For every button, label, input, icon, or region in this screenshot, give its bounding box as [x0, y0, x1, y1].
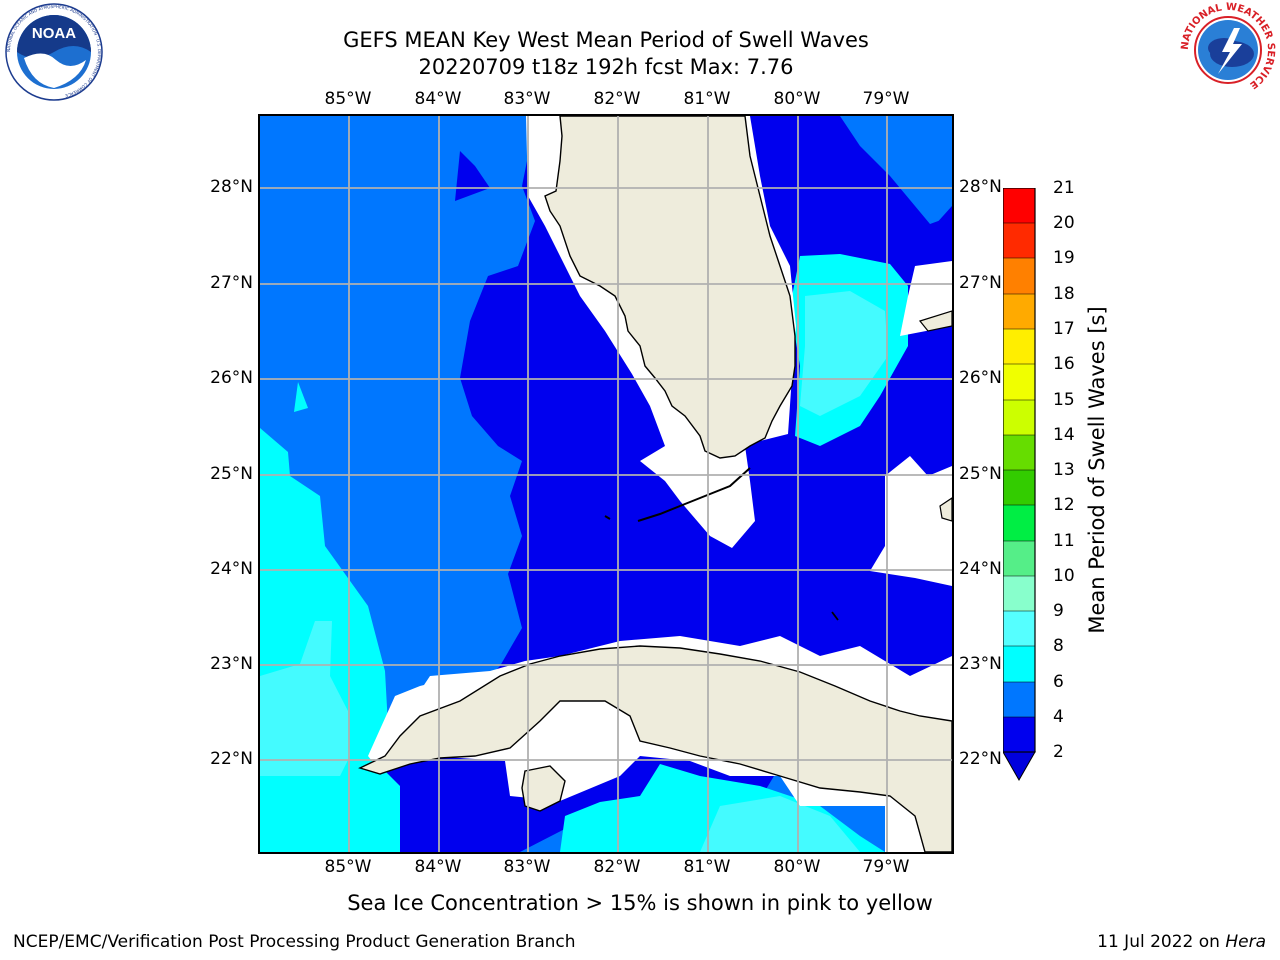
lat-label-left: 23°N [210, 654, 253, 674]
colorbar-swatch [1003, 329, 1035, 365]
nws-logo: NATIONAL WEATHER SERVICE [1180, 2, 1276, 96]
colorbar-tick-label: 21 [1053, 178, 1075, 198]
lon-label-top: 79°W [862, 89, 910, 109]
bahamas-land [918, 310, 952, 332]
lon-label-bottom: 84°W [414, 857, 462, 877]
lat-label-left: 24°N [210, 559, 253, 579]
colorbar-swatch [1003, 505, 1035, 542]
chart-title: GEFS MEAN Key West Mean Period of Swell … [343, 28, 869, 52]
lat-label-right: 26°N [959, 368, 1002, 388]
colorbar-swatch [1003, 646, 1035, 683]
bahamas-land [939, 497, 952, 522]
isle-of-youth-land [521, 765, 566, 812]
lat-label-left: 25°N [210, 464, 253, 484]
colorbar-swatch [1003, 294, 1035, 330]
swell-field-dark [925, 206, 952, 276]
chart-subtitle: 20220709 t18z 192h fcst Max: 7.76 [418, 55, 794, 79]
host-name: Hera [1225, 932, 1266, 952]
colorbar-swatch [1003, 611, 1035, 647]
swell-field-aqua [800, 291, 888, 416]
lon-label-bottom: 82°W [593, 857, 641, 877]
colorbar-frame [1003, 188, 1036, 753]
map-panel[interactable] [258, 114, 954, 854]
colorbar-tick-label: 9 [1053, 601, 1064, 621]
generation-date: 11 Jul 2022 on Hera [1097, 932, 1266, 952]
generation-date-text: 11 Jul 2022 on [1097, 932, 1226, 952]
lon-label-top: 83°W [503, 89, 551, 109]
lon-label-bottom: 80°W [773, 857, 821, 877]
cay-mark [831, 611, 839, 621]
lat-label-right: 27°N [959, 273, 1002, 293]
lat-label-right: 24°N [959, 559, 1002, 579]
lat-label-right: 22°N [959, 749, 1002, 769]
colorbar-swatch [1003, 258, 1035, 295]
lat-label-left: 27°N [210, 273, 253, 293]
colorbar-swatch [1003, 223, 1035, 259]
swell-field-aqua [260, 621, 350, 776]
colorbar-swatch [1003, 188, 1035, 224]
colorbar-tick-label: 17 [1053, 319, 1075, 339]
map-canvas [260, 116, 952, 852]
swell-field-cyan [294, 382, 308, 412]
lat-label-right: 23°N [959, 654, 1002, 674]
colorbar-tick-label: 14 [1053, 425, 1075, 445]
lon-label-bottom: 79°W [862, 857, 910, 877]
no-data-area [870, 456, 952, 586]
lon-label-bottom: 81°W [683, 857, 731, 877]
colorbar-tick-label: 10 [1053, 566, 1075, 586]
producer-credit: NCEP/EMC/Verification Post Processing Pr… [13, 932, 576, 952]
colorbar-swatch [1003, 682, 1035, 718]
colorbar-swatch [1003, 576, 1035, 612]
colorbar-tick-label: 20 [1053, 213, 1075, 233]
colorbar [1003, 188, 1036, 782]
colorbar-tick-label: 18 [1053, 284, 1075, 304]
lat-label-right: 28°N [959, 177, 1002, 197]
colorbar-swatch [1003, 400, 1035, 436]
florida-keys [637, 467, 751, 522]
cay-mark [604, 515, 611, 520]
colorbar-swatch [1003, 435, 1035, 471]
colorbar-tick-label: 6 [1053, 672, 1064, 692]
lon-label-top: 81°W [683, 89, 731, 109]
lon-label-top: 82°W [593, 89, 641, 109]
colorbar-swatch [1003, 541, 1035, 577]
lon-label-top: 80°W [773, 89, 821, 109]
colorbar-extend-arrow [1003, 751, 1036, 782]
lat-label-left: 28°N [210, 177, 253, 197]
colorbar-tick-label: 4 [1053, 707, 1064, 727]
lon-label-bottom: 83°W [503, 857, 551, 877]
colorbar-tick-label: 15 [1053, 390, 1075, 410]
swell-field-aqua [700, 796, 860, 852]
colorbar-tick-label: 19 [1053, 248, 1075, 268]
colorbar-swatch [1003, 717, 1035, 753]
colorbar-tick-label: 12 [1053, 495, 1075, 515]
florida-land [544, 116, 796, 459]
noaa-logo: NOAA NATIONAL OCEANIC AND ATMOSPHERIC AD… [5, 3, 103, 101]
sea-ice-footnote: Sea Ice Concentration > 15% is shown in … [347, 891, 933, 915]
lon-label-top: 85°W [324, 89, 372, 109]
colorbar-tick-label: 11 [1053, 531, 1075, 551]
lon-label-bottom: 85°W [324, 857, 372, 877]
lat-label-left: 22°N [210, 749, 253, 769]
colorbar-tick-label: 13 [1053, 460, 1075, 480]
colorbar-swatch [1003, 470, 1035, 506]
colorbar-tick-label: 8 [1053, 636, 1064, 656]
lat-label-right: 25°N [959, 464, 1002, 484]
colorbar-swatch [1003, 364, 1035, 401]
lon-label-top: 84°W [414, 89, 462, 109]
map-grid [260, 116, 952, 852]
colorbar-tick-label: 2 [1053, 742, 1064, 762]
lat-label-left: 26°N [210, 368, 253, 388]
colorbar-label: Mean Period of Swell Waves [s] [1085, 306, 1109, 634]
noaa-logo-wordmark: NOAA [32, 25, 76, 42]
cuba-land [358, 645, 952, 852]
colorbar-tick-label: 16 [1053, 354, 1075, 374]
